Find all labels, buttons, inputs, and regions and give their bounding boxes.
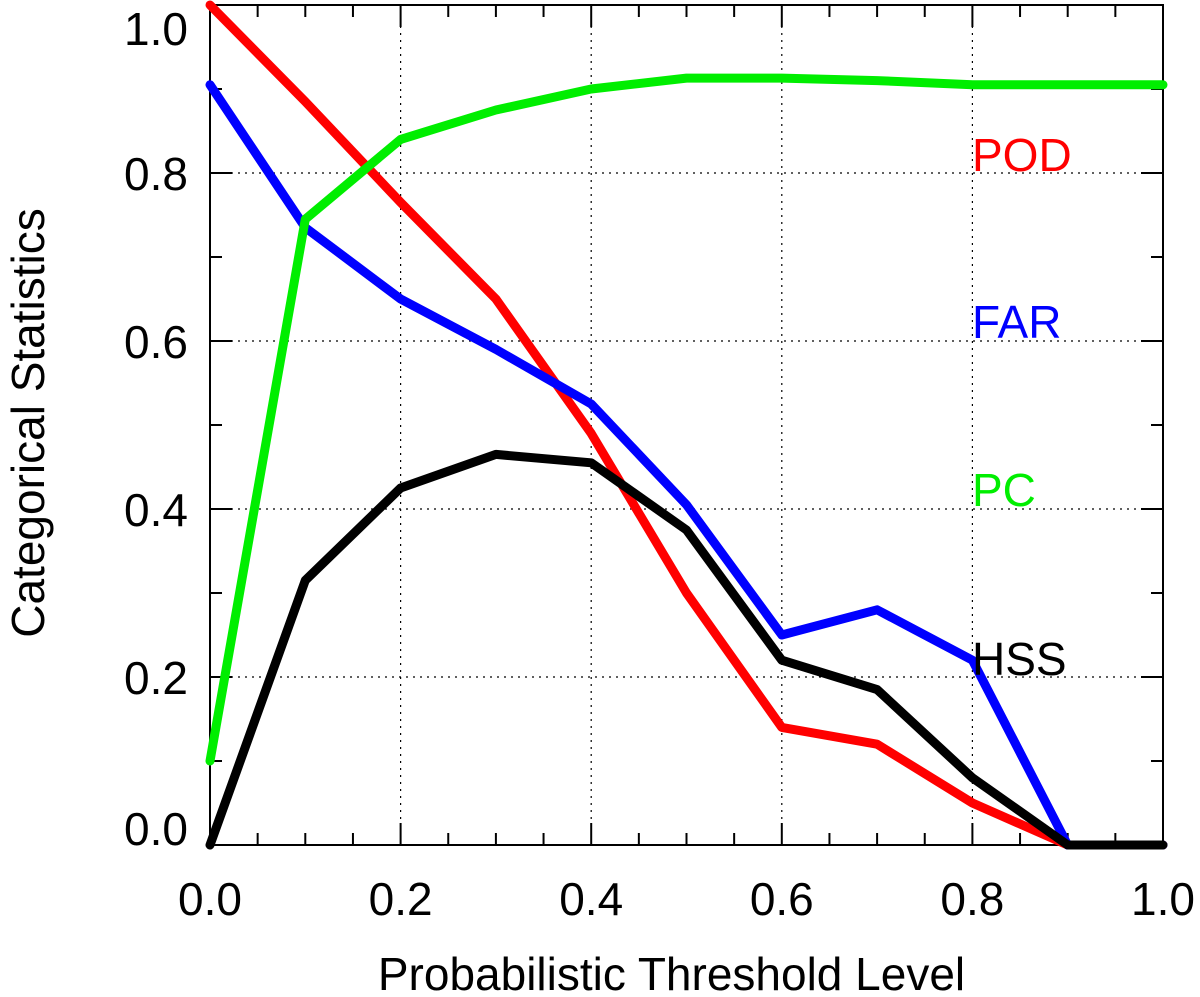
- series-line-far: [205, 80, 1168, 850]
- x-tick-label: 0.8: [940, 873, 1004, 925]
- plot-frame: [209, 4, 1164, 846]
- y-tick-label: 1.0: [124, 3, 188, 55]
- y-tick-label: 0.2: [124, 652, 188, 704]
- y-tick-label: 0.4: [124, 484, 188, 536]
- series-label-hss: HSS: [972, 633, 1067, 685]
- series-label-far: FAR: [972, 296, 1061, 348]
- series-labels: POD FAR PC HSS: [972, 129, 1072, 685]
- y-tick-label: 0.8: [124, 148, 188, 200]
- x-tick-label: 1.0: [1131, 873, 1195, 925]
- x-tick-label: 0.0: [178, 873, 242, 925]
- series-line-pc: [205, 73, 1168, 766]
- x-tick-labels: 0.0 0.2 0.4 0.6 0.8 1.0: [178, 873, 1195, 925]
- series-label-pc: PC: [972, 464, 1036, 516]
- x-tick-label: 0.6: [750, 873, 814, 925]
- series-layer: [205, 0, 1168, 850]
- x-tick-label: 0.2: [369, 873, 433, 925]
- x-axis-title: Probabilistic Threshold Level: [378, 948, 965, 997]
- y-axis-title: Categorical Statistics: [2, 208, 54, 638]
- series-line-hss: [205, 449, 1168, 850]
- y-tick-labels: 0.0 0.2 0.4 0.6 0.8 1.0: [124, 3, 188, 855]
- x-tick-label: 0.4: [559, 873, 623, 925]
- y-tick-label: 0.0: [124, 803, 188, 855]
- series-label-pod: POD: [972, 129, 1072, 181]
- y-tick-label: 0.6: [124, 316, 188, 368]
